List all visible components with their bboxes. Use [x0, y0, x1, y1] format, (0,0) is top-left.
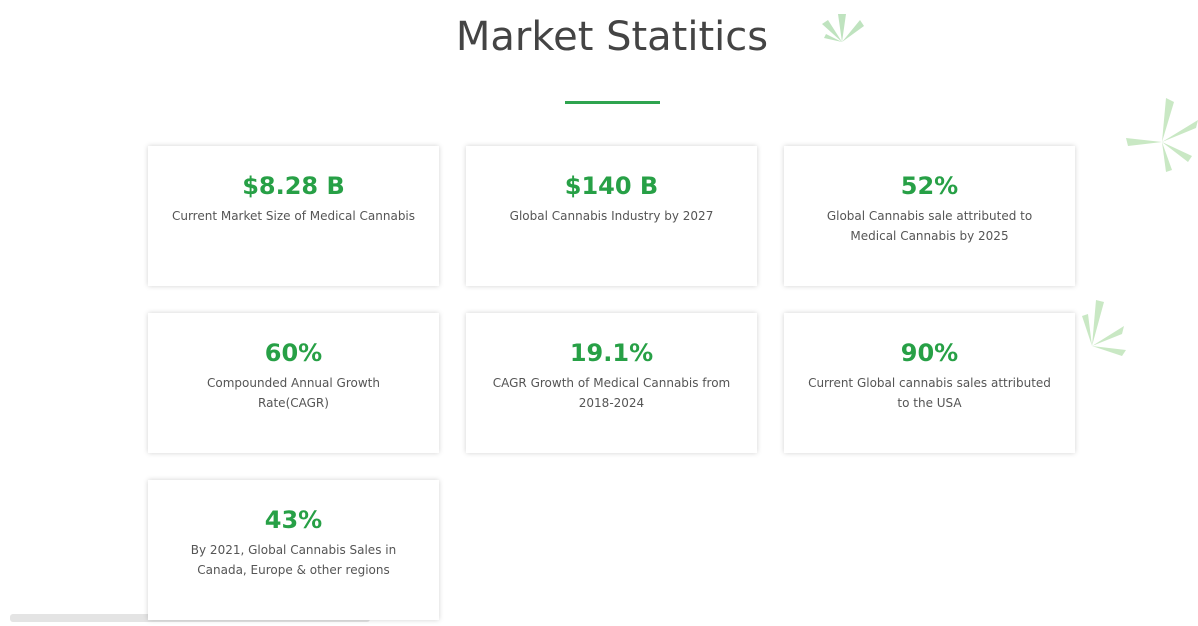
leaf-decoration	[822, 14, 864, 42]
stat-value: 90%	[900, 339, 959, 367]
stat-card: 52% Global Cannabis sale attributed to Me…	[784, 146, 1075, 286]
stat-description: Compounded Annual Growth Rate(CAGR)	[207, 376, 380, 410]
stat-value: 60%	[264, 339, 323, 367]
stat-value: $140 B	[564, 172, 659, 200]
leaf-decoration	[1082, 300, 1126, 356]
stat-value: 52%	[900, 172, 959, 200]
stat-value: 43%	[264, 506, 323, 534]
stat-card: 90% Current Global cannabis sales attribu…	[784, 313, 1075, 453]
stat-card: 19.1% CAGR Growth of Medical Cannabis fro…	[466, 313, 757, 453]
stat-description: Current Global cannabis sales attributed…	[808, 376, 1051, 410]
stat-description: Global Cannabis sale attributed to Medic…	[826, 209, 1033, 243]
stat-value: $8.28 B	[242, 172, 345, 200]
stat-card: 43% By 2021, Global Cannabis Sales in Can…	[148, 480, 439, 620]
leaf-decoration	[1126, 98, 1198, 172]
stat-card: 60% Compounded Annual Growth Rate(CAGR)	[148, 313, 439, 453]
stat-description: Current Market Size of Medical Cannabis	[171, 209, 416, 223]
stat-card: $8.28 B Current Market Size of Medical Ca…	[148, 146, 439, 286]
stat-value: 19.1%	[569, 339, 654, 367]
stat-description: CAGR Growth of Medical Cannabis from 201…	[492, 376, 731, 410]
stat-card: $140 B Global Cannabis Industry by 2027	[466, 146, 757, 286]
page-title: Market Statitics	[455, 14, 769, 60]
stat-description: By 2021, Global Cannabis Sales in Canada…	[190, 543, 397, 577]
title-underline	[565, 101, 660, 104]
stat-description: Global Cannabis Industry by 2027	[509, 209, 714, 223]
